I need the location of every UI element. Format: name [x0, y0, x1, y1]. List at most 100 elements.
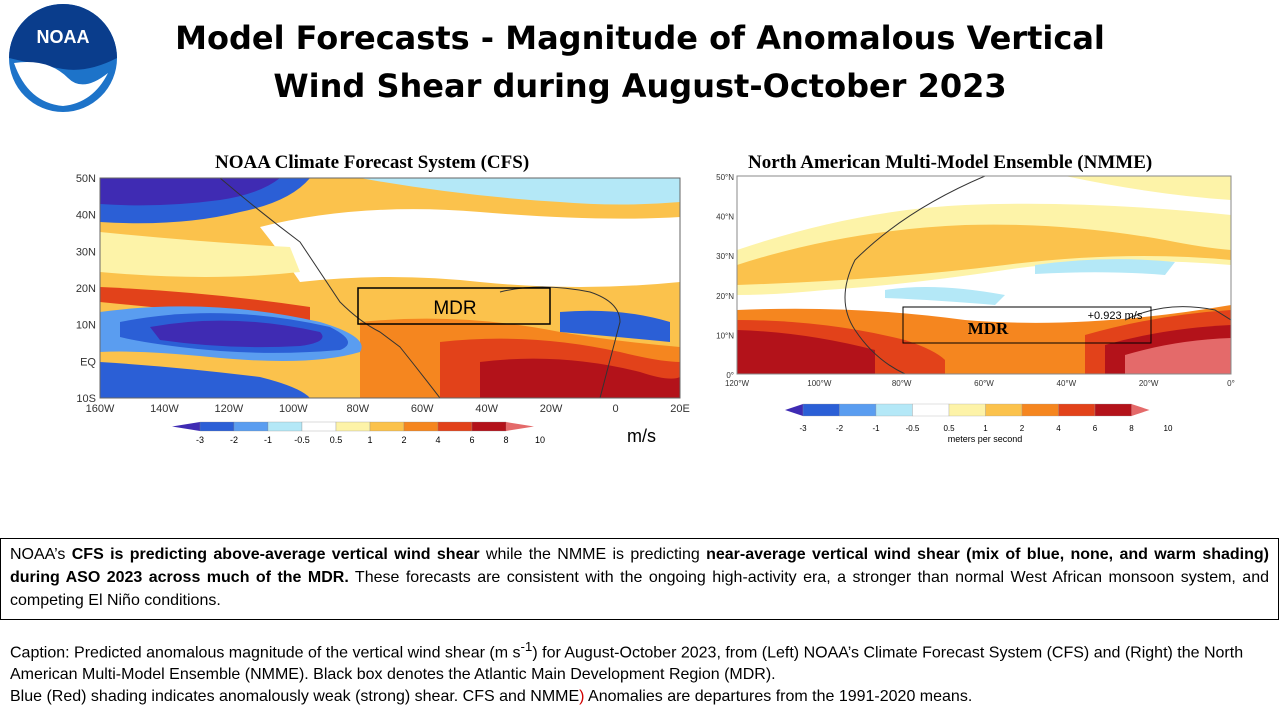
cfs-colorbar-label: 6: [469, 435, 474, 445]
nmme-colorbar-label: 2: [1020, 424, 1025, 433]
page-title: Model Forecasts - Magnitude of Anomalous…: [130, 14, 1150, 110]
cfs-colorbar-label: 8: [503, 435, 508, 445]
nmme-colorbar-label: 1: [983, 424, 988, 433]
nmme-colorbar-label: -3: [799, 424, 807, 433]
nmme-colorbar-swatch: [802, 403, 840, 417]
nmme-mdr-box: [902, 306, 1152, 344]
nmme-map-title: North American Multi-Model Ensemble (NMM…: [748, 152, 1153, 173]
nmme-mdr-label: MDR: [968, 319, 1009, 338]
cfs-lat-label: 40N: [76, 210, 96, 222]
caption-line1a: Caption: Predicted anomalous magnitude o…: [10, 644, 521, 662]
cfs-map-title: NOAA Climate Forecast System (CFS): [215, 152, 530, 173]
cfs-lat-label: 50N: [76, 173, 96, 185]
cfs-colorbar-swatch: [267, 421, 303, 432]
cfs-colorbar-swatch: [335, 421, 371, 432]
cfs-colorbar: -3 -2 -1 -0.5 0.5 1 2 4 6 8 10: [172, 421, 545, 445]
cfs-colorbar-swatch: [437, 421, 473, 432]
cfs-colorbar-label: 0.5: [330, 435, 343, 445]
nmme-colorbar-label: -0.5: [906, 424, 920, 433]
nmme-lat-label: 30°N: [716, 252, 734, 261]
cfs-colorbar-swatch: [199, 421, 235, 432]
cfs-colorbar-label: -3: [196, 435, 204, 445]
cfs-lat-label: EQ: [80, 356, 96, 368]
cfs-lat-label: 10S: [76, 393, 96, 405]
nmme-colorbar-swatch: [839, 403, 877, 417]
noaa-logo-icon: NOAA: [9, 4, 117, 112]
nmme-lat-label: 0°: [726, 371, 734, 380]
cfs-lon-label: 120W: [215, 403, 244, 415]
nmme-map: MDR +0.923 m/s 50°N40°N30°N20°N10°N0° 12…: [716, 173, 1235, 444]
nmme-lat-label: 10°N: [716, 331, 734, 340]
summary-text-1: NOAA’s: [10, 546, 72, 563]
cfs-colorbar-label: 1: [367, 435, 372, 445]
caption-line2a: Blue (Red) shading indicates anomalously…: [10, 688, 580, 706]
summary-text-3: These forecasts are consistent with the …: [10, 569, 1269, 609]
cfs-mdr-box: [357, 287, 551, 325]
nmme-mdr-value: +0.923 m/s: [1088, 310, 1143, 322]
cfs-colorbar-arrow-right: [506, 422, 534, 431]
caption-sup: -1: [520, 639, 533, 654]
nmme-lon-label: 60°W: [974, 379, 994, 388]
nmme-colorbar-label: 10: [1164, 424, 1173, 433]
nmme-colorbar-arrow-left: [785, 404, 803, 416]
nmme-colorbar-swatch: [912, 403, 950, 417]
cfs-lat-labels: 50N 40N 30N 20N 10N EQ 10S: [76, 173, 97, 405]
nmme-colorbar-unit: meters per second: [948, 434, 1023, 444]
nmme-colorbar-swatch: [1094, 403, 1132, 417]
title-line-2: Wind Shear during August-October 2023: [273, 67, 1007, 105]
cfs-colorbar-label: 2: [401, 435, 406, 445]
nmme-lat-labels: 50°N 40°N 30°N 20°N 10°N 0°: [716, 173, 734, 380]
nmme-lon-label: 0°: [1227, 379, 1235, 388]
nmme-lon-label: 20°W: [1139, 379, 1159, 388]
cfs-lon-label: 140W: [150, 403, 179, 415]
cfs-lon-label: 100W: [279, 403, 308, 415]
nmme-lon-label: 100°W: [807, 379, 832, 388]
cfs-lat-label: 10N: [76, 320, 96, 332]
nmme-colorbar-swatch: [1021, 403, 1059, 417]
cfs-colorbar-swatch: [369, 421, 405, 432]
summary-bold-2: near-average vertical wind shear (mix of…: [10, 546, 1270, 586]
cfs-lon-label: 20W: [540, 403, 563, 415]
caption-line1b: ) for August-October 2023, from (Left) N…: [10, 644, 1244, 684]
nmme-colorbar-label: 0.5: [943, 424, 955, 433]
cfs-lat-label: 30N: [76, 246, 96, 258]
nmme-colorbar-label: 8: [1129, 424, 1134, 433]
cfs-lon-labels: 160W 140W 120W 100W 80W 60W 40W 20W 0 20E: [86, 403, 690, 415]
cfs-lon-label: 0: [612, 403, 618, 415]
title-line-1: Model Forecasts - Magnitude of Anomalous…: [175, 19, 1105, 57]
nmme-lon-labels: 120°W 100°W 80°W 60°W 40°W 20°W 0°: [725, 379, 1235, 388]
figure-caption: Caption: Predicted anomalous magnitude o…: [10, 636, 1270, 708]
cfs-colorbar-label: 4: [435, 435, 440, 445]
caption-line2b: Anomalies are departures from the 1991-2…: [584, 688, 973, 706]
cfs-lon-label: 40W: [475, 403, 498, 415]
cfs-lon-label: 80W: [346, 403, 369, 415]
nmme-colorbar-swatch: [985, 403, 1023, 417]
nmme-lat-label: 40°N: [716, 213, 734, 222]
nmme-colorbar-swatch: [1058, 403, 1096, 417]
nmme-colorbar-label: -1: [872, 424, 880, 433]
cfs-lon-label: 160W: [86, 403, 115, 415]
nmme-colorbar-swatch: [875, 403, 913, 417]
cfs-colorbar-label: -2: [230, 435, 238, 445]
nmme-colorbar-label: 4: [1056, 424, 1061, 433]
summary-box: NOAA’s CFS is predicting above-average v…: [0, 538, 1279, 620]
logo-text: NOAA: [37, 27, 90, 47]
cfs-colorbar-arrow-left: [172, 422, 200, 431]
nmme-lon-label: 120°W: [725, 379, 750, 388]
nmme-lat-label: 20°N: [716, 292, 734, 301]
cfs-colorbar-unit: m/s: [627, 426, 656, 446]
cfs-colorbar-swatch: [301, 421, 337, 432]
cfs-lat-label: 20N: [76, 283, 96, 295]
cfs-colorbar-swatch: [233, 421, 269, 432]
cfs-lon-label: 60W: [411, 403, 434, 415]
cfs-colorbar-label: -0.5: [294, 435, 310, 445]
nmme-lat-label: 50°N: [716, 173, 734, 182]
cfs-colorbar-label: -1: [264, 435, 272, 445]
cfs-lon-label: 20E: [670, 403, 690, 415]
nmme-colorbar-label: 6: [1093, 424, 1098, 433]
nmme-colorbar-swatch: [948, 403, 986, 417]
nmme-colorbar-arrow-right: [1131, 404, 1150, 416]
cfs-mdr-label: MDR: [433, 298, 476, 319]
cfs-colorbar-swatch: [471, 421, 507, 432]
